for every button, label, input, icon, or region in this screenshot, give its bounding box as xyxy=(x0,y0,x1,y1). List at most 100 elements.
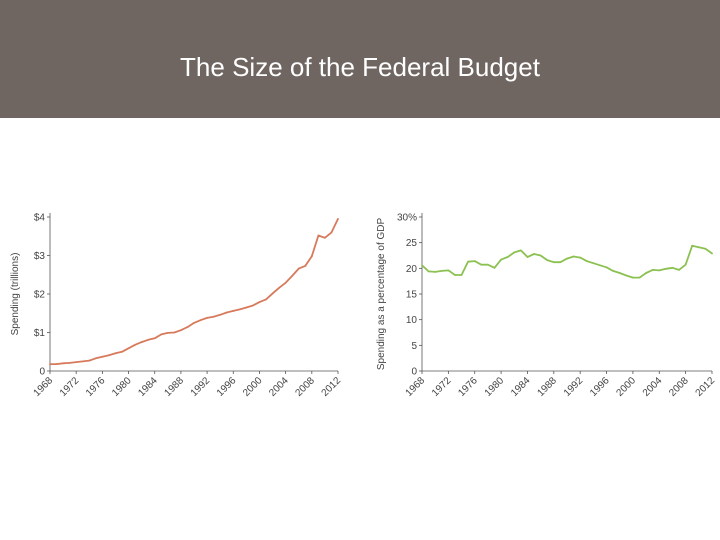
data-point xyxy=(480,263,483,266)
series-line xyxy=(421,244,713,279)
data-point xyxy=(513,251,516,254)
y-tick-label: 10 xyxy=(406,315,418,326)
x-tick-label: 2000 xyxy=(615,375,639,399)
y-tick-label: 5 xyxy=(411,341,417,352)
y-tick-label: $2 xyxy=(34,290,46,301)
data-point xyxy=(592,262,595,265)
data-point xyxy=(658,269,661,272)
data-point xyxy=(546,259,549,262)
y-tick-label: 0 xyxy=(39,367,45,378)
data-point xyxy=(284,281,287,284)
x-tick-label: 1976 xyxy=(84,375,108,399)
data-point xyxy=(232,310,235,312)
data-point xyxy=(160,333,163,336)
x-tick-label: 1972 xyxy=(58,375,82,399)
data-point xyxy=(691,244,694,247)
x-tick-label: 2008 xyxy=(293,375,317,399)
data-point xyxy=(278,286,280,289)
data-point xyxy=(421,264,423,267)
x-tick-label: 1992 xyxy=(189,375,213,399)
data-point xyxy=(539,254,542,257)
x-tick-label: 2012 xyxy=(694,375,718,399)
data-point xyxy=(487,263,489,266)
x-tick-label: 1980 xyxy=(483,375,507,399)
data-point xyxy=(258,301,261,303)
data-point xyxy=(599,264,601,267)
data-point xyxy=(651,268,654,271)
x-tick-label: 2000 xyxy=(241,375,265,399)
data-point xyxy=(566,257,568,260)
data-point xyxy=(605,266,608,269)
data-point xyxy=(533,253,535,255)
data-point xyxy=(697,246,700,249)
data-point xyxy=(585,260,588,263)
data-point xyxy=(324,236,326,239)
data-point xyxy=(711,252,713,255)
data-point xyxy=(473,260,476,263)
data-point xyxy=(265,298,267,301)
data-point xyxy=(166,331,169,334)
data-point xyxy=(252,304,254,307)
data-point xyxy=(625,274,628,277)
title-bar: The Size of the Federal Budget xyxy=(0,0,720,118)
data-point xyxy=(186,326,189,329)
x-tick-label: 2012 xyxy=(320,375,344,399)
data-point xyxy=(68,362,71,364)
data-point xyxy=(317,234,320,237)
data-point xyxy=(121,350,123,353)
data-point xyxy=(291,275,294,277)
x-tick-label: 2008 xyxy=(667,375,691,399)
data-point xyxy=(612,270,615,272)
x-tick-label: 1972 xyxy=(430,375,454,399)
data-point xyxy=(108,354,110,357)
data-point xyxy=(134,343,136,346)
data-point xyxy=(664,267,667,270)
data-point xyxy=(330,231,333,234)
data-point xyxy=(114,352,117,355)
data-point xyxy=(671,266,674,269)
x-tick-label: 1992 xyxy=(562,375,586,399)
data-point xyxy=(75,361,78,364)
data-point xyxy=(506,256,509,258)
data-point xyxy=(427,270,430,273)
data-point xyxy=(618,272,621,274)
data-point xyxy=(678,268,680,271)
y-tick-label: $4 xyxy=(34,213,46,224)
y-axis-label: Spending as a percentage of GDP xyxy=(376,218,387,371)
data-point xyxy=(500,258,502,261)
x-tick-label: 2004 xyxy=(641,375,665,399)
data-point xyxy=(526,256,529,258)
data-point xyxy=(193,321,195,324)
data-point xyxy=(440,270,443,272)
data-point xyxy=(467,260,470,263)
y-tick-label: 30% xyxy=(397,213,417,224)
y-tick-label: 25 xyxy=(406,238,418,249)
data-point xyxy=(49,363,51,365)
data-point xyxy=(199,319,202,322)
data-point xyxy=(206,316,208,319)
data-point xyxy=(55,363,58,365)
data-point xyxy=(454,274,456,276)
x-tick-label: 1984 xyxy=(509,375,533,399)
data-point xyxy=(62,362,64,365)
spending-trillions-chart: 0 $1 $2 $3 $4 1968 1972 1976 1980 1984 1988 1992 199… xyxy=(10,213,344,399)
x-tick-label: 1988 xyxy=(163,375,187,399)
data-point xyxy=(552,261,555,264)
data-point xyxy=(225,311,228,314)
x-tick-label: 1984 xyxy=(136,375,160,399)
x-tick-label: 1976 xyxy=(456,375,480,399)
data-point xyxy=(219,313,222,316)
data-point xyxy=(127,347,130,350)
data-point xyxy=(337,218,339,220)
x-tick-label: 1988 xyxy=(535,375,559,399)
data-point xyxy=(632,276,634,279)
x-tick-label: 1968 xyxy=(32,375,56,399)
data-point xyxy=(147,338,150,341)
y-axis-label: Spending (trillions) xyxy=(10,253,21,336)
data-point xyxy=(94,357,97,360)
data-point xyxy=(434,271,437,273)
data-point xyxy=(579,256,582,259)
data-point xyxy=(447,269,450,272)
y-tick-label: 0 xyxy=(411,367,417,378)
